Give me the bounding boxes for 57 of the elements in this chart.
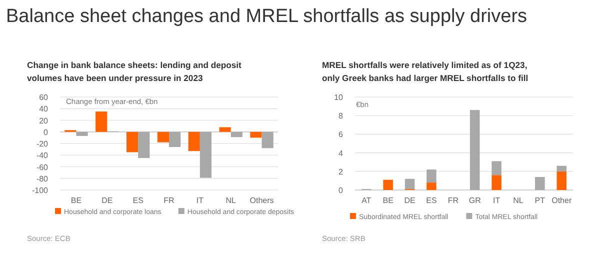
x-tick-label: DE — [404, 196, 416, 205]
y-tick-label: 6 — [338, 130, 344, 140]
x-tick-label: DE — [102, 196, 113, 205]
x-tick-label: IT — [492, 196, 500, 205]
x-tick-label: BE — [70, 196, 82, 205]
x-tick-label: ES — [426, 196, 437, 205]
bar — [188, 132, 200, 152]
bar — [96, 112, 108, 132]
y-tick-label: -100 — [32, 186, 49, 195]
y-tick-label: -40 — [36, 151, 49, 160]
y-tick-label: 0 — [44, 128, 49, 137]
bar — [230, 132, 242, 138]
bar — [250, 132, 262, 138]
y-tick-label: 20 — [39, 116, 49, 126]
y-tick-label: 10 — [334, 93, 344, 102]
x-tick-label: NL — [513, 196, 524, 205]
bar — [492, 161, 502, 176]
x-tick-label: ES — [132, 196, 144, 205]
y-tick-label: 4 — [338, 148, 344, 158]
y-tick-label: 2 — [338, 167, 344, 176]
y-tick-label: 40 — [39, 104, 49, 114]
bar — [219, 127, 231, 132]
bar — [157, 132, 169, 142]
bar — [426, 170, 436, 183]
bar — [470, 110, 480, 190]
x-tick-label: PT — [534, 196, 546, 205]
x-tick-label: Others — [250, 196, 274, 205]
bar — [169, 132, 181, 147]
bar — [200, 132, 212, 178]
bar — [535, 176, 545, 190]
x-tick-label: Other — [552, 196, 572, 205]
chart-title: Change in bank balance sheets: lending and deposit volumes have been under pressure in 2023 — [27, 60, 242, 83]
y-tick-label: -20 — [36, 140, 49, 148]
y-tick-label: 0 — [338, 186, 344, 195]
bar — [76, 132, 88, 136]
x-tick-label: AT — [362, 196, 372, 205]
bar — [556, 171, 566, 190]
chart-title: MREL shortfalls were relatively limited as of 1Q23, only Greek banks had larger MREL shortfalls to fill — [322, 60, 528, 83]
x-tick-label: GR — [468, 196, 482, 205]
x-tick-label: IT — [196, 196, 204, 205]
bar — [426, 182, 436, 190]
bar — [556, 166, 566, 172]
bar — [126, 132, 138, 152]
x-tick-label: BE — [382, 196, 394, 205]
y-tick-label: -60 — [36, 162, 49, 172]
x-tick-label: NL — [226, 196, 237, 205]
bar — [404, 178, 415, 190]
y-tick-label: 60 — [39, 93, 49, 102]
text: Balance sheet changes and MREL shortfalls as supply drivers — [6, 6, 528, 27]
bar — [138, 132, 150, 158]
x-tick-label: FR — [448, 196, 459, 205]
y-tick-label: 8 — [338, 112, 344, 121]
bar — [492, 175, 502, 190]
x-tick-label: FR — [164, 196, 175, 205]
bar — [262, 132, 274, 148]
y-tick-label: -80 — [36, 174, 49, 184]
bar — [383, 180, 393, 190]
